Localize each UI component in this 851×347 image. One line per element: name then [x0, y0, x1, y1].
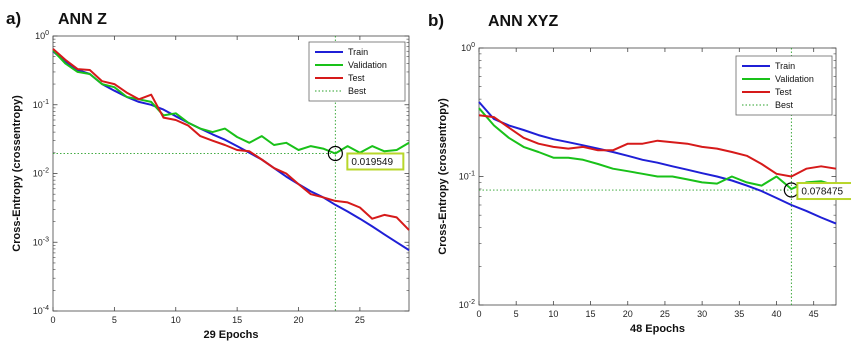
legend-label-test: Test — [348, 73, 365, 83]
x-tick-label: 35 — [734, 309, 744, 319]
x-tick-label: 15 — [232, 315, 242, 325]
chart-title: ANN XYZ — [488, 13, 558, 30]
chart-panel-b: b) ANN XYZ 10-2 10-1 100 0 5 10 15 20 25 30 35 40 45 48… — [428, 11, 851, 335]
x-tick-label: 20 — [294, 315, 304, 325]
x-tick-label: 45 — [809, 309, 819, 319]
x-tick-label: 0 — [50, 315, 55, 325]
x-tick-label: 5 — [112, 315, 117, 325]
x-tick-label: 15 — [586, 309, 596, 319]
x-axis-label: 29 Epochs — [203, 329, 258, 341]
best-value-box — [796, 182, 851, 201]
best-value-box — [346, 152, 405, 171]
x-tick-label: 0 — [476, 309, 481, 319]
y-tick-label: 10-2 — [459, 299, 475, 310]
legend-label-test: Test — [775, 87, 792, 97]
x-tick-label: 10 — [171, 315, 181, 325]
y-tick-label: 10-3 — [33, 236, 49, 247]
x-tick-label: 5 — [514, 309, 519, 319]
best-value-label: 0.019549 — [351, 157, 393, 168]
series-validation-line — [52, 49, 410, 155]
series-test-line — [52, 48, 410, 231]
best-marker — [327, 145, 343, 162]
x-tick-label: 40 — [771, 309, 781, 319]
y-axis-label: Cross-Entropy (crossentropy) — [437, 98, 449, 255]
series-train-line — [52, 50, 410, 251]
legend-label-validation: Validation — [348, 60, 387, 70]
x-axis-label: 48 Epochs — [630, 323, 685, 335]
y-tick-label: 100 — [461, 42, 475, 53]
chart-title: ANN Z — [58, 11, 107, 28]
legend-label-train: Train — [775, 61, 795, 71]
y-tick-label: 10-1 — [33, 99, 49, 110]
series-train-line — [478, 101, 837, 225]
panel-label: a) — [6, 9, 21, 28]
legend-label-best: Best — [348, 86, 367, 96]
panel-label: b) — [428, 11, 444, 30]
x-tick-label: 30 — [697, 309, 707, 319]
x-tick-label: 25 — [355, 315, 365, 325]
y-axis-label: Cross-Entropy (crossentropy) — [11, 95, 23, 252]
x-tick-label: 10 — [548, 309, 558, 319]
y-tick-label: 100 — [35, 30, 49, 41]
chart-panel-a: a) ANN Z 10-4 10-3 10-2 10-1 100 0 5 10 15 20 25 29 E… — [6, 9, 410, 341]
y-tick-label: 10-2 — [33, 168, 49, 179]
series-validation-line — [478, 107, 837, 190]
legend-label-best: Best — [775, 100, 794, 110]
legend-label-validation: Validation — [775, 74, 814, 84]
x-tick-label: 20 — [623, 309, 633, 319]
y-tick-label: 10-4 — [33, 305, 49, 316]
x-tick-label: 25 — [660, 309, 670, 319]
series-test-line — [478, 114, 837, 178]
legend-label-train: Train — [348, 47, 368, 57]
best-value-label: 0.078475 — [801, 187, 843, 198]
y-tick-label: 10-1 — [459, 171, 475, 182]
